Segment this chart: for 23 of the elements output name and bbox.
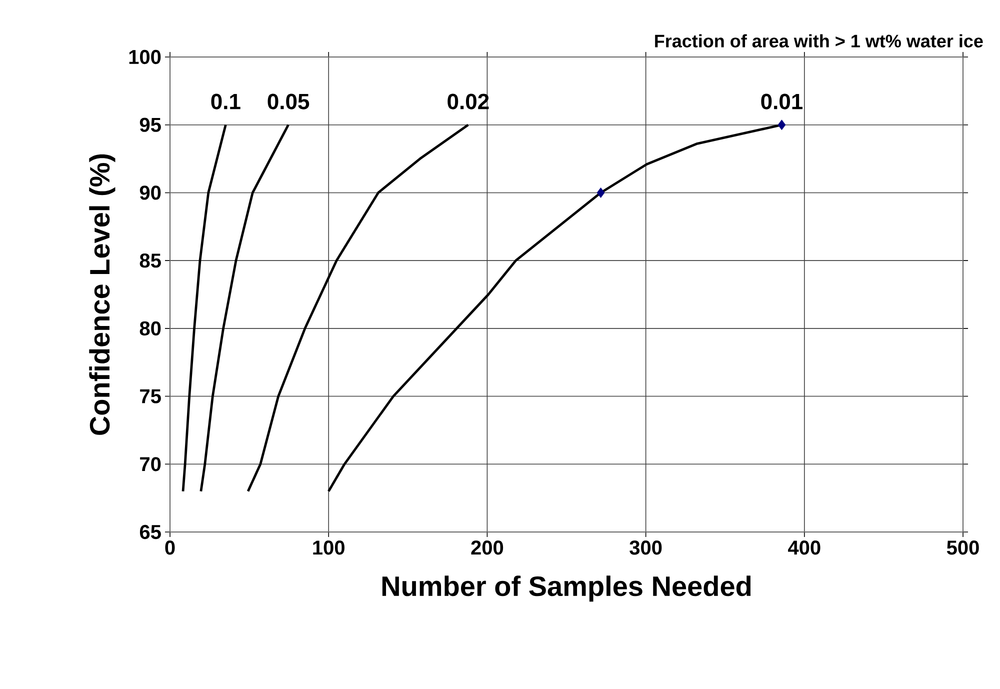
y-axis-title: Confidence Level (%) xyxy=(89,154,116,435)
y-tick-label: 70 xyxy=(140,457,161,472)
x-tick-label: 500 xyxy=(946,540,979,555)
y-tick-label: 85 xyxy=(140,254,161,268)
chart-title: Fraction of area with > 1 wt% water ice xyxy=(655,34,983,48)
line-series xyxy=(182,124,227,492)
x-axis-title: Number of Samples Needed xyxy=(382,576,751,602)
series-label: 0.01 xyxy=(761,94,803,110)
series-label: 0.05 xyxy=(268,94,310,110)
line-series xyxy=(246,124,470,492)
y-tick-label: 95 xyxy=(140,118,161,132)
y-tick-label: 90 xyxy=(140,186,161,200)
x-tick-label: 300 xyxy=(630,540,662,555)
y-tick-label: 75 xyxy=(140,389,161,404)
line-series xyxy=(200,124,290,492)
y-tick-label: 65 xyxy=(140,524,161,540)
series-label: 0.1 xyxy=(211,94,240,110)
x-tick-label: 400 xyxy=(788,540,820,555)
x-tick-label: 0 xyxy=(165,540,175,555)
x-tick-label: 100 xyxy=(313,540,344,555)
y-tick-label: 80 xyxy=(140,321,161,336)
y-tick-label: 100 xyxy=(129,50,161,64)
x-tick-label: 200 xyxy=(471,540,504,555)
